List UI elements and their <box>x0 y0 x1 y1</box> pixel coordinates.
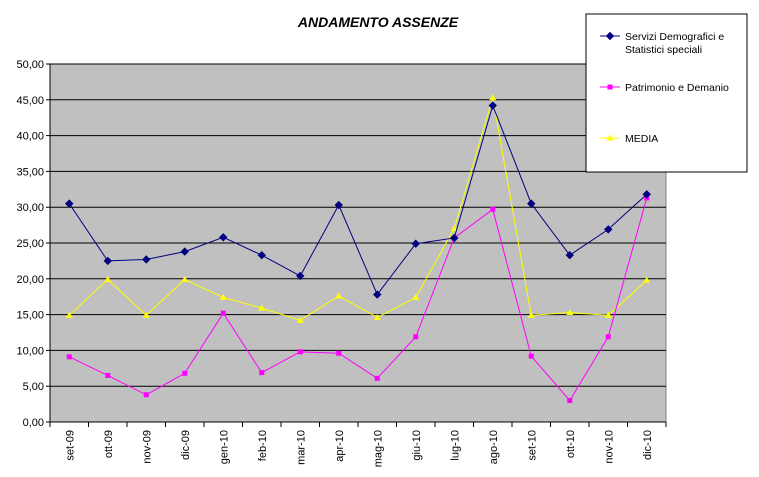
data-point <box>567 398 573 404</box>
data-point <box>642 190 651 199</box>
legend-swatch-marker <box>607 84 613 90</box>
x-tick-label: set-10 <box>526 430 538 461</box>
data-point <box>336 350 342 356</box>
data-point <box>450 233 459 243</box>
data-point <box>65 311 73 318</box>
y-tick-label: 0,00 <box>23 417 44 429</box>
data-point <box>296 271 305 281</box>
data-point <box>259 370 265 376</box>
data-point <box>296 316 304 323</box>
data-point <box>643 276 651 283</box>
data-point <box>373 290 382 299</box>
legend-box <box>585 13 748 173</box>
x-tick-label: set-09 <box>64 430 76 461</box>
y-tick-label: 15,00 <box>16 310 44 322</box>
chart-title: ANDAMENTO ASSENZE <box>297 14 459 30</box>
y-tick-label: 30,00 <box>16 202 44 214</box>
data-point <box>373 313 381 320</box>
data-point <box>181 276 189 283</box>
data-point <box>566 308 574 315</box>
y-tick-label: 25,00 <box>16 238 44 250</box>
data-point <box>412 293 420 300</box>
series-line <box>69 197 648 402</box>
y-tick-label: 50,00 <box>16 59 44 71</box>
y-tick-label: 35,00 <box>16 166 44 178</box>
data-point <box>604 311 612 318</box>
data-point <box>143 392 149 398</box>
series-line <box>68 103 648 296</box>
data-point <box>605 334 611 340</box>
x-tick-label: ott-09 <box>103 430 115 458</box>
y-tick-label: 10,00 <box>16 345 44 357</box>
data-point <box>488 101 497 110</box>
data-point <box>527 311 535 318</box>
x-tick-label: apr-10 <box>334 430 346 462</box>
x-tick-label: gen-10 <box>218 430 230 464</box>
legend-swatch-marker <box>605 31 615 41</box>
data-point <box>411 239 420 248</box>
series-2 <box>65 94 651 323</box>
data-point <box>334 200 343 210</box>
data-point <box>180 247 189 256</box>
legend-swatch-marker <box>606 134 614 141</box>
legend-label: MEDIA <box>625 133 658 145</box>
x-tick-label: mag-10 <box>372 430 384 467</box>
axes: 0,00 5,00 10,00 15,00 20,00 25,00 30,00 35,00 40… <box>16 59 667 467</box>
legend-entry: MEDIA <box>600 133 658 145</box>
data-point <box>220 310 226 316</box>
x-tick-label: ott-10 <box>565 430 577 458</box>
data-point <box>489 94 497 101</box>
data-point <box>104 276 112 283</box>
series-line <box>68 97 648 321</box>
data-point <box>527 199 536 208</box>
data-point <box>257 250 266 260</box>
legend-label: Patrimonio e Demanio <box>625 82 729 94</box>
legend-label: Servizi Demografici e <box>625 31 724 43</box>
data-point <box>66 354 72 360</box>
x-tick-label: ago-10 <box>488 430 500 464</box>
data-point <box>565 250 574 260</box>
data-point <box>258 304 266 311</box>
data-point <box>142 255 151 264</box>
series-lines <box>65 94 651 404</box>
data-point <box>142 311 150 318</box>
legend-label: Statistici speciali <box>625 44 702 56</box>
data-point <box>182 370 188 376</box>
data-point <box>450 225 458 232</box>
x-tick-label: mar-10 <box>295 430 307 465</box>
data-point <box>374 375 380 381</box>
data-point <box>103 256 112 266</box>
x-tick-label: nov-10 <box>603 430 615 464</box>
x-tick-label: dic-09 <box>180 430 192 460</box>
data-point <box>219 233 228 242</box>
x-tick-label: nov-09 <box>141 430 153 464</box>
data-point <box>219 293 227 300</box>
y-tick-label: 45,00 <box>16 95 44 107</box>
y-tick-label: 20,00 <box>16 274 44 286</box>
x-tick-label: feb-10 <box>257 430 269 461</box>
y-tick-label: 40,00 <box>16 131 44 143</box>
data-point <box>335 292 343 299</box>
legend-entry: Patrimonio e Demanio <box>600 82 729 94</box>
data-point <box>105 372 111 378</box>
data-point <box>490 206 496 212</box>
series-0 <box>65 101 651 299</box>
y-tick-label: 5,00 <box>23 381 44 393</box>
x-tick-label: lug-10 <box>449 430 461 461</box>
data-point <box>528 353 534 359</box>
x-tick-label: giu-10 <box>411 430 423 461</box>
data-point <box>604 225 613 234</box>
plot-area <box>49 63 667 423</box>
data-point <box>297 349 303 355</box>
x-tick-label: dic-10 <box>642 430 654 460</box>
data-point <box>65 199 74 208</box>
data-point <box>413 334 419 340</box>
